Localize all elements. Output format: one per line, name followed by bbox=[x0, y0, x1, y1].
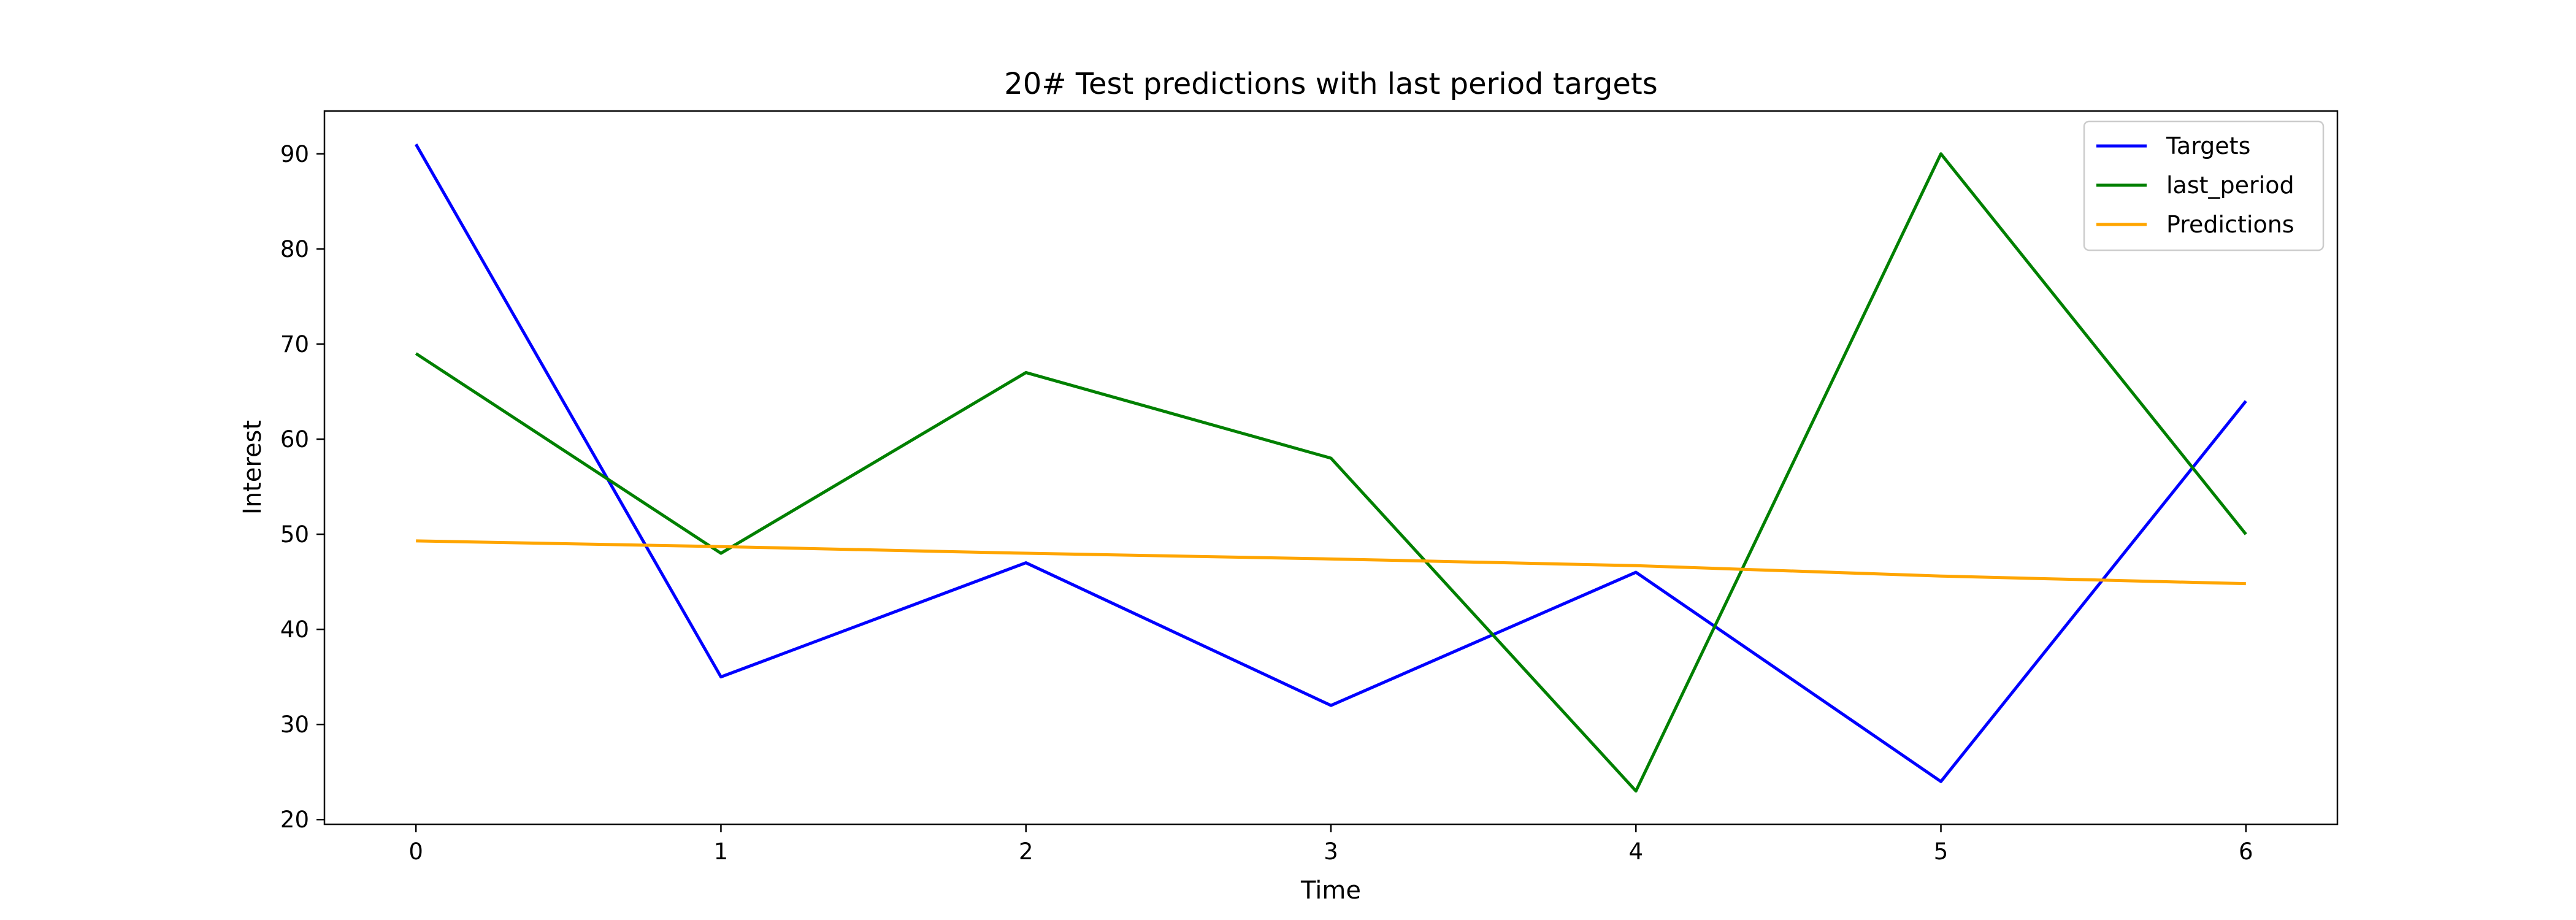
y-tick-label: 50 bbox=[280, 521, 309, 548]
series-line-targets bbox=[415, 144, 2247, 783]
y-tick-label: 30 bbox=[280, 711, 309, 738]
x-tick-label: 5 bbox=[1934, 838, 1949, 865]
y-tick-label: 60 bbox=[280, 426, 309, 453]
legend-label: last_period bbox=[2166, 172, 2294, 199]
x-tick-label: 6 bbox=[2239, 838, 2253, 865]
y-axis: 20 30 40 50 60 70 80 90 bbox=[280, 141, 324, 833]
legend-box bbox=[2083, 120, 2325, 251]
chart-title: 20# Test predictions with last period ta… bbox=[1004, 67, 1657, 101]
x-axis: 0 1 2 3 4 5 6 bbox=[408, 824, 2253, 865]
y-tick-label: 90 bbox=[280, 141, 309, 167]
x-axis-label: Time bbox=[1300, 876, 1361, 905]
x-tick-label: 3 bbox=[1324, 838, 1338, 865]
series-line-predictions bbox=[416, 539, 2246, 586]
legend: Targets last_period Predictions bbox=[2083, 120, 2325, 251]
x-tick-label: 1 bbox=[714, 838, 729, 865]
series-line-last-period bbox=[415, 152, 2247, 793]
x-tick-label: 2 bbox=[1019, 838, 1033, 865]
legend-label: Targets bbox=[2166, 132, 2250, 159]
y-tick-label: 20 bbox=[280, 807, 309, 833]
series-layer bbox=[415, 144, 2247, 793]
x-tick-label: 4 bbox=[1628, 838, 1643, 865]
legend-label: Predictions bbox=[2166, 211, 2294, 238]
x-tick-label: 0 bbox=[408, 838, 423, 865]
plot-area-frame bbox=[323, 110, 2339, 826]
y-tick-label: 80 bbox=[280, 236, 309, 263]
y-tick-label: 70 bbox=[280, 331, 309, 358]
y-tick-label: 40 bbox=[280, 616, 309, 643]
y-axis-label: Interest bbox=[239, 420, 267, 515]
